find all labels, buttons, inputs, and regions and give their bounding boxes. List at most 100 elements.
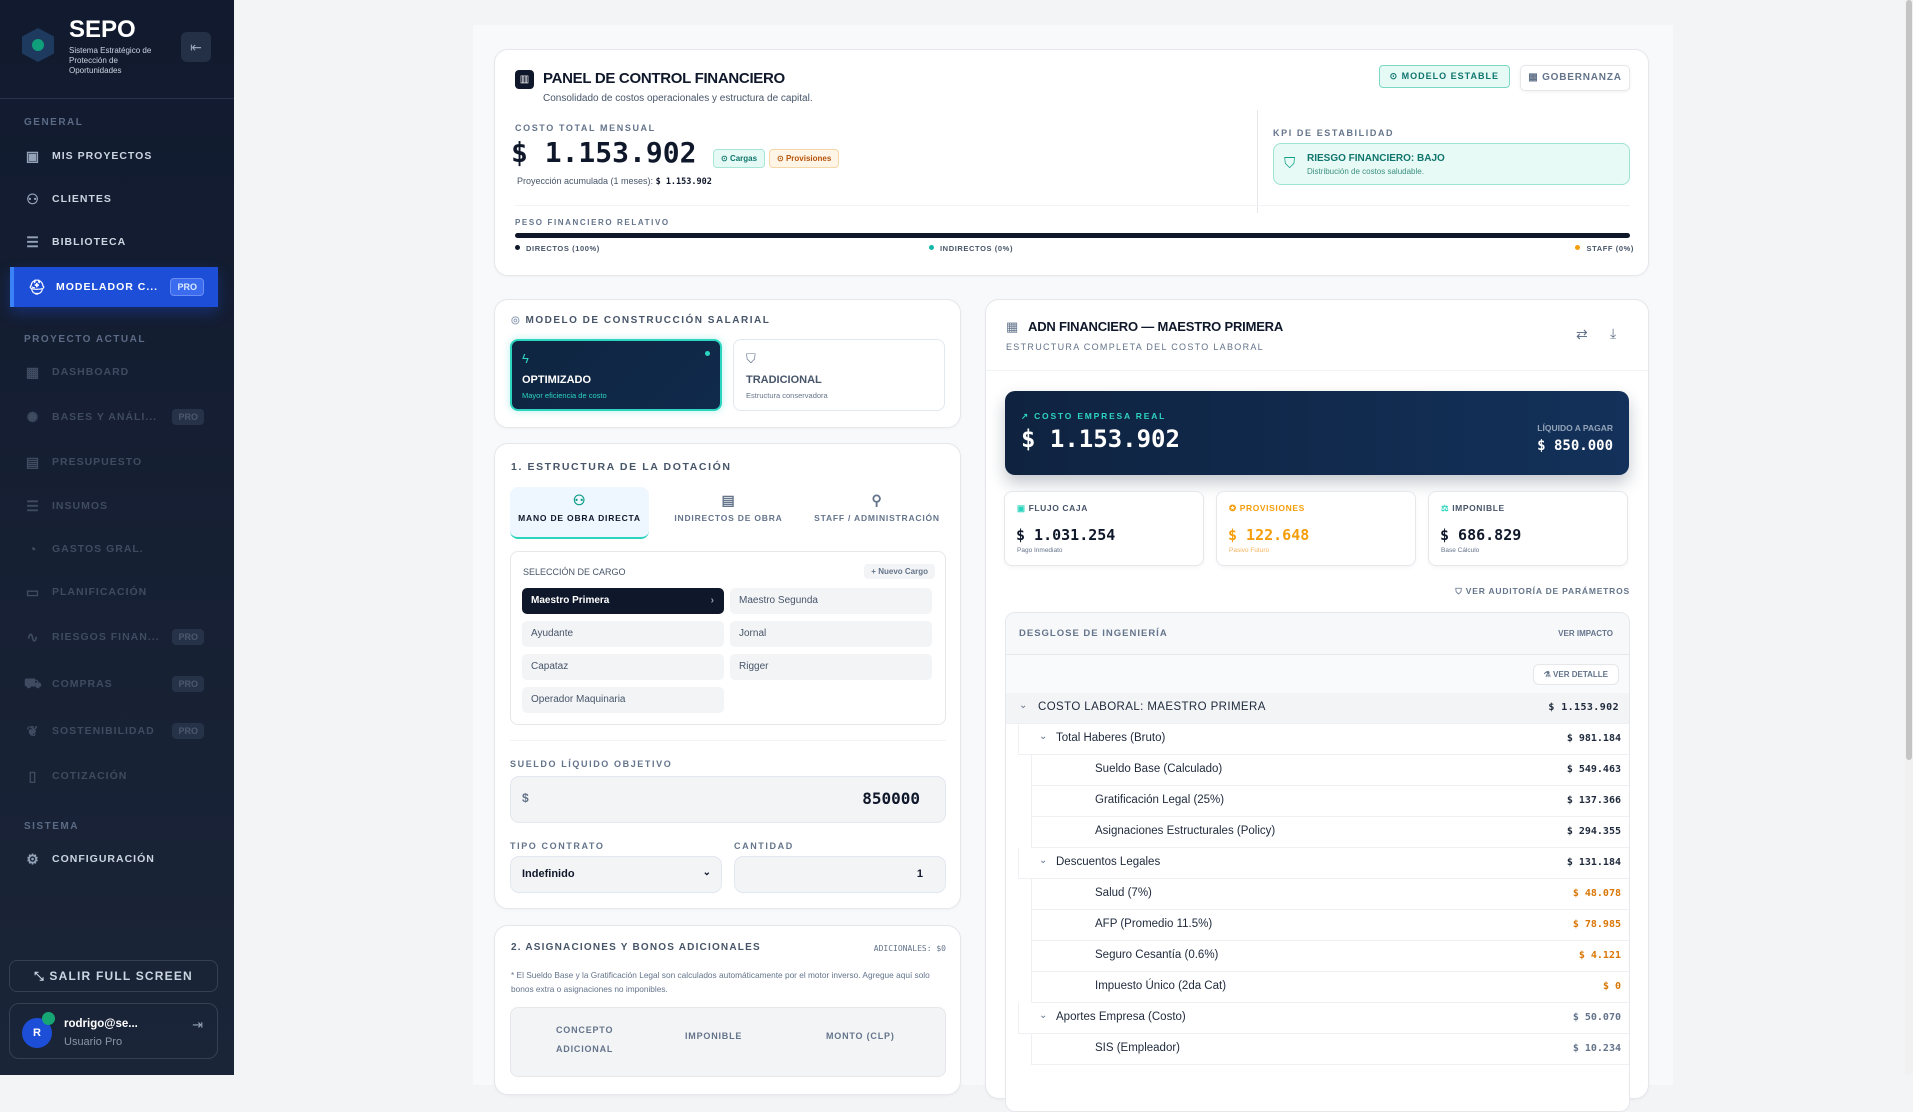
coins-icon: ✪ xyxy=(1229,503,1240,513)
section-title: 1. ESTRUCTURA DE LA DOTACIÓN xyxy=(511,461,732,473)
sidebar-item-label: PLANIFICACIÓN xyxy=(52,586,148,598)
shield-icon: ⛉ xyxy=(746,351,756,366)
chevron-down-icon[interactable]: ⌄ xyxy=(1039,731,1048,742)
weight-segment xyxy=(515,233,1630,238)
sueldo-input[interactable]: $ 850000 xyxy=(510,776,946,823)
logo-icon xyxy=(22,28,54,62)
detail-button[interactable]: ⚗ VER DETALLE xyxy=(1532,664,1619,685)
wallet-icon: ▣ xyxy=(1017,503,1029,513)
sidebar-item-riesgos-finan[interactable]: ∿ RIESGOS FINAN... PRO xyxy=(10,617,218,657)
stat-label: ✪ PROVISIONES xyxy=(1229,503,1305,514)
breakdown-row[interactable]: ⌄ COSTO LABORAL: MAESTRO PRIMERA $ 1.153.9… xyxy=(1006,693,1629,724)
sidebar-item-configuración[interactable]: ⚙ CONFIGURACIÓN xyxy=(10,839,218,879)
option-optimizado[interactable]: ϟ OPTIMIZADO Mayor eficiencia de costo xyxy=(510,339,722,411)
sidebar-item-gastos-gral[interactable]: ◔ GASTOS GRAL. xyxy=(10,529,218,569)
divider xyxy=(986,370,1648,371)
option-desc: Mayor eficiencia de costo xyxy=(522,391,607,400)
row-label: Gratificación Legal (25%) xyxy=(1095,794,1225,806)
column-header: MONTO (CLP) xyxy=(826,1031,895,1041)
sidebar-item-clientes[interactable]: ⚇ CLIENTES xyxy=(10,179,218,219)
row-label: Aportes Empresa (Costo) xyxy=(1056,1011,1186,1023)
sidebar-item-bases-y-análi[interactable]: ✺ BASES Y ANÁLI... PRO xyxy=(10,397,218,437)
stat-label-text: FLUJO CAJA xyxy=(1028,503,1088,513)
sidebar-item-biblioteca[interactable]: ☰ BIBLIOTECA xyxy=(10,222,218,262)
cargo-label: Jornal xyxy=(739,628,767,639)
page-subtitle: Consolidado de costos operacionales y es… xyxy=(543,93,813,104)
breakdown-row: Gratificación Legal (25%) $ 137.366 xyxy=(1031,786,1629,817)
sidebar-item-insumos[interactable]: ☰ INSUMOS xyxy=(10,486,218,526)
sidebar-item-label: MIS PROYECTOS xyxy=(52,150,153,162)
cargo-option[interactable]: Maestro Primera › xyxy=(522,588,724,614)
cart-icon: ⛟ xyxy=(24,674,43,691)
contrato-select[interactable]: Indefinido ⌄ xyxy=(510,856,722,893)
cargo-label: SELECCIÓN DE CARGO xyxy=(523,567,626,577)
stat-sub: Base Cálculo xyxy=(1441,547,1480,554)
sidebar-item-cotización[interactable]: ▯ COTIZACIÓN xyxy=(10,756,218,796)
tag-provisiones-label: Provisiones xyxy=(785,154,832,163)
breakdown-row[interactable]: ⌄ Aportes Empresa (Costo) $ 50.070 xyxy=(1018,1003,1629,1034)
total-value: $ 1.153.902 xyxy=(511,136,697,169)
calculator-icon: ▤ xyxy=(25,453,41,470)
section-title: 2. ASIGNACIONES Y BONOS ADICIONALES xyxy=(511,942,761,953)
sidebar-item-planificación[interactable]: ▭ PLANIFICACIÓN xyxy=(10,572,218,612)
impact-link[interactable]: VER IMPACTO xyxy=(1558,629,1613,638)
sidebar-item-dashboard[interactable]: ▦ DASHBOARD xyxy=(10,352,218,392)
cargo-option[interactable]: Jornal xyxy=(730,621,932,647)
option-desc: Estructura conservadora xyxy=(746,391,828,400)
cargo-option[interactable]: Operador Maquinaria xyxy=(522,687,724,713)
governance-button[interactable]: ▦ GOBERNANZA xyxy=(1520,65,1630,91)
chevron-down-icon[interactable]: ⌄ xyxy=(1039,855,1048,866)
row-value: $ 981.184 xyxy=(1566,733,1621,744)
tab-indirectos-de-obra[interactable]: ▤ INDIRECTOS DE OBRA xyxy=(659,487,798,539)
user-card[interactable]: R rodrigo@se... Usuario Pro ⇥ xyxy=(9,1003,218,1059)
new-cargo-button[interactable]: + Nuevo Cargo xyxy=(864,564,935,579)
cargo-option[interactable]: Maestro Segunda xyxy=(730,588,932,614)
sueldo-value: 850000 xyxy=(862,789,920,808)
sidebar-item-label: COTIZACIÓN xyxy=(52,770,128,782)
download-icon[interactable]: ⤓ xyxy=(1610,325,1617,341)
exit-fullscreen-button[interactable]: ⤡ SALIR FULL SCREEN xyxy=(9,960,218,992)
option-tradicional[interactable]: ⛉ TRADICIONAL Estructura conservadora xyxy=(733,339,945,411)
sidebar-item-label: MODELADOR C... xyxy=(56,281,159,293)
breakdown-row[interactable]: ⌄ Descuentos Legales $ 131.184 xyxy=(1018,848,1629,879)
lightning-icon: ϟ xyxy=(522,351,529,366)
sidebar-item-compras[interactable]: ⛟ COMPRAS PRO xyxy=(10,664,218,704)
cantidad-input[interactable]: 1 xyxy=(734,856,946,893)
column-header: CONCEPTO ADICIONAL xyxy=(556,1025,614,1054)
logout-icon[interactable]: ⇥ xyxy=(192,1017,203,1032)
tab-staff-administracion[interactable]: ⚲ STAFF / ADMINISTRACIÓN xyxy=(808,487,946,539)
option-title: TRADICIONAL xyxy=(746,374,822,386)
swap-icon[interactable]: ⇄ xyxy=(1576,326,1588,342)
hero-value: $ 1.153.902 xyxy=(1021,425,1180,453)
cargo-option[interactable]: Rigger xyxy=(730,654,932,680)
collapse-sidebar-icon[interactable]: ⇤ xyxy=(181,32,211,62)
hero-label-text: COSTO EMPRESA REAL xyxy=(1034,411,1167,421)
cargo-option[interactable]: Ayudante xyxy=(522,621,724,647)
leaf-icon: ❦ xyxy=(26,722,40,739)
row-label: AFP (Promedio 11.5%) xyxy=(1095,918,1213,930)
sidebar-item-presupuesto[interactable]: ▤ PRESUPUESTO xyxy=(10,442,218,482)
breakdown-row[interactable]: ⌄ Total Haberes (Bruto) $ 981.184 xyxy=(1018,724,1629,755)
status-badge-label: MODELO ESTABLE xyxy=(1401,71,1499,81)
cargo-option[interactable]: Capataz xyxy=(522,654,724,680)
tag-cargas: ⊙ Cargas xyxy=(713,149,766,168)
pro-badge: PRO xyxy=(170,278,204,296)
user-icon: ⚲ xyxy=(871,492,883,508)
tab-mano-de-obra-directa[interactable]: ⚇ MANO DE OBRA DIRECTA xyxy=(510,487,649,539)
chevron-down-icon[interactable]: ⌄ xyxy=(1039,1010,1048,1021)
chevron-down-icon[interactable]: ⌄ xyxy=(1019,700,1028,711)
audit-link[interactable]: ⛉ VER AUDITORÍA DE PARÁMETROS xyxy=(1455,586,1630,596)
scrollbar[interactable] xyxy=(1905,0,1913,1075)
row-value: $ 549.463 xyxy=(1566,764,1621,775)
row-label: SIS (Empleador) xyxy=(1095,1042,1181,1054)
sidebar-item-sostenibilidad[interactable]: ❦ SOSTENIBILIDAD PRO xyxy=(10,711,218,751)
stat-label-text: IMPONIBLE xyxy=(1452,503,1505,513)
hero-cost-card: ↗ COSTO EMPRESA REAL $ 1.153.902 LÍQUIDO… xyxy=(1005,391,1629,475)
sidebar-item-mis-proyectos[interactable]: ▣ MIS PROYECTOS xyxy=(10,136,218,176)
sidebar-item-modelador-c[interactable]: ⛑ MODELADOR C... PRO xyxy=(10,267,218,307)
folder-icon: ▣ xyxy=(25,147,41,164)
audit-link-text: VER AUDITORÍA DE PARÁMETROS xyxy=(1465,586,1630,596)
scrollbar-thumb[interactable] xyxy=(1906,0,1912,760)
salary-model-card: ◎ MODELO DE CONSTRUCCIÓN SALARIAL ϟ OPTI… xyxy=(494,299,961,428)
row-value: $ 0 xyxy=(1602,981,1621,992)
